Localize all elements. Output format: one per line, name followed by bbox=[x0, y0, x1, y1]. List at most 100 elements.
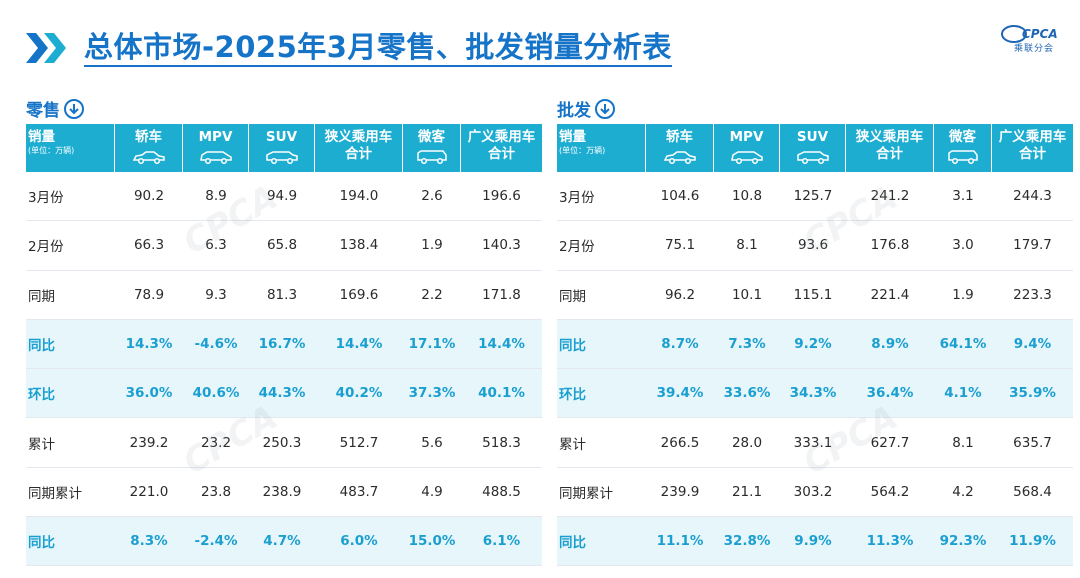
table-cell: 5.6 bbox=[421, 434, 443, 451]
table-cell: 4.9 bbox=[421, 483, 443, 500]
table-cell: 36.4% bbox=[866, 385, 914, 402]
table-row: 同比 11.1% 32.8% 9.9% 11.3% 92.3% 11.9% bbox=[557, 517, 1073, 567]
table-cell: 518.3 bbox=[482, 434, 521, 451]
table-cell: 333.1 bbox=[793, 434, 833, 451]
table-cell: 8.9% bbox=[871, 336, 909, 353]
header-label: 狭义乘用车 bbox=[855, 129, 924, 145]
table-cell: 221.4 bbox=[870, 286, 910, 303]
table-cell: 36.0% bbox=[125, 385, 173, 402]
table-cell: 34.3% bbox=[789, 385, 837, 402]
title-bar: 总体市场-2025年3月零售、批发销量分析表 bbox=[26, 28, 672, 68]
table-cell: 568.4 bbox=[1013, 483, 1052, 500]
header-cell: SUV bbox=[249, 124, 315, 172]
table-cell: -2.4% bbox=[194, 533, 238, 550]
header-cell: 微客 bbox=[403, 124, 461, 172]
header-label: 广义乘用车 bbox=[998, 129, 1067, 145]
table-cell: 512.7 bbox=[339, 434, 379, 451]
header-cell: 狭义乘用车 合计 bbox=[846, 124, 934, 172]
svg-text:CPCA: CPCA bbox=[1022, 27, 1058, 41]
table-cell: 14.4% bbox=[478, 336, 525, 353]
table-cell: 39.4% bbox=[656, 385, 704, 402]
table-cell: -4.6% bbox=[194, 336, 238, 353]
table-cell: 6.0% bbox=[340, 533, 378, 550]
down-arrow-circle-icon bbox=[64, 98, 84, 119]
header-cell: 微客 bbox=[934, 124, 992, 172]
table-cell: 9.4% bbox=[1013, 336, 1052, 353]
table-row: 同比 8.3% -2.4% 4.7% 6.0% 15.0% 6.1% bbox=[26, 517, 542, 567]
header-unit: (单位：万辆) bbox=[28, 146, 75, 155]
table-cell: 96.2 bbox=[664, 286, 696, 303]
table-cell: 64.1% bbox=[939, 336, 987, 353]
table-cell: 238.9 bbox=[262, 483, 302, 500]
header-label: 微客 bbox=[418, 129, 445, 145]
header-cell: 轿车 bbox=[115, 124, 183, 172]
header-label: 狭义乘用车 bbox=[324, 129, 393, 145]
table-cell: 75.1 bbox=[664, 237, 696, 254]
page-title: 总体市场-2025年3月零售、批发销量分析表 bbox=[84, 30, 672, 67]
table-cell: 35.9% bbox=[1009, 385, 1056, 402]
table-cell: 627.7 bbox=[870, 434, 910, 451]
table-row: 同期 78.9 9.3 81.3 169.6 2.2 171.8 bbox=[26, 271, 542, 320]
cpca-logo: CPCA bbox=[1000, 22, 1064, 48]
header-label: 轿车 bbox=[135, 129, 162, 145]
table-cell: 17.1% bbox=[408, 336, 456, 353]
table-cell: 239.9 bbox=[660, 483, 700, 500]
table-cell: 40.2% bbox=[335, 385, 383, 402]
table-cell: 6.1% bbox=[482, 533, 521, 550]
table-cell: 32.8% bbox=[723, 533, 771, 550]
sedan-icon bbox=[663, 149, 697, 168]
table-row: 同比 8.7% 7.3% 9.2% 8.9% 64.1% 9.4% bbox=[557, 319, 1073, 370]
row-label: 同比 bbox=[559, 338, 586, 355]
wholesale-label: 批发 bbox=[557, 101, 591, 121]
table-cell: 66.3 bbox=[133, 237, 165, 254]
table-cell: 635.7 bbox=[1013, 434, 1052, 451]
table-row: 同比 14.3% -4.6% 16.7% 14.4% 17.1% 14.4% bbox=[26, 319, 542, 370]
table-row: 环比 36.0% 40.6% 44.3% 40.2% 37.3% 40.1% bbox=[26, 369, 542, 419]
row-label: 环比 bbox=[559, 387, 586, 404]
row-label: 同期 bbox=[28, 288, 55, 305]
header-cell: MPV bbox=[183, 124, 249, 172]
table-cell: 65.8 bbox=[266, 237, 298, 254]
row-label: 累计 bbox=[28, 436, 55, 453]
row-label: 同比 bbox=[28, 535, 55, 552]
header-unit: (单位：万辆) bbox=[559, 146, 606, 155]
table-cell: 2.2 bbox=[421, 286, 443, 303]
table-cell: 483.7 bbox=[339, 483, 379, 500]
table-cell: 115.1 bbox=[793, 286, 833, 303]
table-row: 同期 96.2 10.1 115.1 221.4 1.9 223.3 bbox=[557, 271, 1073, 320]
table-cell: 239.2 bbox=[129, 434, 169, 451]
table-cell: 40.6% bbox=[192, 385, 240, 402]
table-cell: 8.1 bbox=[952, 434, 974, 451]
row-label: 环比 bbox=[28, 387, 55, 404]
table-cell: 78.9 bbox=[133, 286, 165, 303]
row-label: 3月份 bbox=[28, 190, 64, 207]
table-cell: 104.6 bbox=[660, 188, 700, 205]
table-cell: 221.0 bbox=[129, 483, 169, 500]
header-label: MPV bbox=[198, 129, 233, 145]
table-cell: 4.1% bbox=[944, 385, 982, 402]
table-row: 累计 239.2 23.2 250.3 512.7 5.6 518.3 bbox=[26, 418, 542, 468]
retail-label: 零售 bbox=[26, 101, 60, 121]
table-row: 累计 266.5 28.0 333.1 627.7 8.1 635.7 bbox=[557, 418, 1073, 468]
table-cell: 10.8 bbox=[731, 188, 763, 205]
table-cell: 3.0 bbox=[952, 237, 974, 254]
header-cell: 广义乘用车 合计 bbox=[992, 124, 1073, 172]
table-cell: 40.1% bbox=[478, 385, 525, 402]
table-cell: 23.2 bbox=[200, 434, 232, 451]
table-cell: 23.8 bbox=[200, 483, 232, 500]
table-cell: 33.6% bbox=[723, 385, 771, 402]
table-cell: 11.9% bbox=[1009, 533, 1056, 550]
mpv-icon bbox=[199, 149, 233, 168]
table-cell: 176.8 bbox=[870, 237, 910, 254]
logo-subtext: 乘联分会 bbox=[1013, 44, 1054, 54]
table-header: 销量 (单位：万辆) 轿车 MPV SUV 狭义乘用车 合计 微客 广义乘用车 合计 bbox=[557, 124, 1073, 172]
header-label: 合计 bbox=[345, 146, 372, 162]
header-label: 广义乘用车 bbox=[467, 129, 536, 145]
suv-icon bbox=[265, 149, 299, 168]
table-cell: 241.2 bbox=[870, 188, 910, 205]
table-cell: 11.3% bbox=[866, 533, 914, 550]
table-row: 同期累计 221.0 23.8 238.9 483.7 4.9 488.5 bbox=[26, 468, 542, 518]
row-label: 同比 bbox=[559, 535, 586, 552]
wholesale-section-label: 批发 bbox=[557, 96, 615, 121]
header-label: 轿车 bbox=[666, 129, 693, 145]
